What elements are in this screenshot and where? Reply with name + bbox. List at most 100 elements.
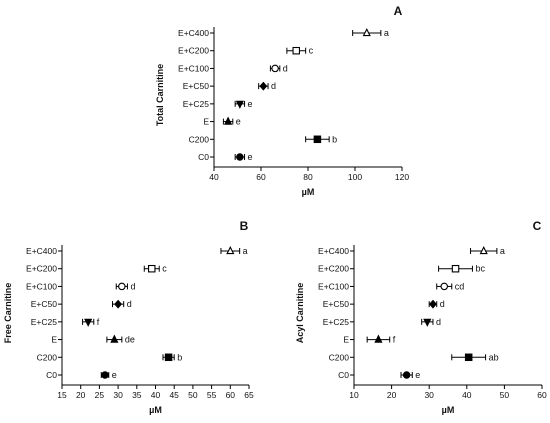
data-point-c-4: [423, 318, 432, 327]
x-tick-label-a-0: 40: [209, 172, 219, 182]
x-tick-label-c-2: 30: [424, 390, 434, 400]
x-tick-label-b-4: 35: [132, 390, 142, 400]
data-point-a-2: [271, 64, 279, 73]
category-label-a-6: C200: [189, 134, 210, 144]
data-point-b-3: [114, 299, 123, 309]
panel-letter-c: C: [533, 219, 542, 233]
significance-label-a-0: a: [384, 28, 389, 38]
x-tick-label-b-10: 65: [244, 390, 254, 400]
y-axis-title-b: Free Carnitine: [3, 283, 13, 344]
x-tick-label-c-3: 40: [462, 390, 472, 400]
data-point-a-1: [292, 46, 300, 55]
category-label-b-3: E+C50: [31, 299, 57, 309]
category-label-a-7: C0: [198, 152, 209, 162]
x-tick-label-a-2: 80: [303, 172, 313, 182]
data-point-b-7: [101, 371, 109, 379]
x-tick-label-a-4: 120: [395, 172, 409, 182]
category-label-c-0: E+C400: [318, 246, 349, 256]
category-label-a-3: E+C50: [183, 81, 209, 91]
significance-label-b-3: d: [127, 299, 132, 309]
data-point-c-7: [402, 371, 411, 379]
panel-letter-b: B: [240, 219, 249, 233]
category-label-c-4: E+C25: [323, 317, 349, 327]
x-tick-label-b-5: 40: [151, 390, 161, 400]
x-tick-label-b-8: 55: [207, 390, 217, 400]
significance-label-a-1: c: [309, 46, 314, 56]
data-point-c-0: [479, 245, 488, 255]
significance-label-b-7: e: [112, 370, 117, 380]
category-label-b-4: E+C25: [31, 317, 57, 327]
x-tick-label-c-4: 50: [500, 390, 510, 400]
significance-label-c-4: d: [436, 317, 441, 327]
panel-letter-a: A: [394, 4, 403, 18]
data-point-a-5: [224, 116, 233, 125]
data-point-b-5: [110, 334, 119, 343]
significance-label-a-2: d: [283, 63, 288, 73]
data-point-c-2: [440, 282, 448, 291]
x-tick-label-b-6: 45: [169, 390, 179, 400]
data-point-b-1: [148, 264, 156, 273]
panel-b: 15 20 25 30 35 40 45 50 55 60 65 µM Free Carnitine B E…: [3, 219, 254, 415]
category-label-c-5: E: [343, 335, 349, 345]
x-tick-label-b-1: 20: [76, 390, 86, 400]
x-tick-label-b-2: 25: [95, 390, 105, 400]
x-tick-label-b-9: 60: [226, 390, 236, 400]
data-point-a-3: [259, 81, 268, 91]
x-tick-label-c-0: 10: [349, 390, 359, 400]
category-label-b-7: C0: [46, 370, 57, 380]
significance-label-b-0: a: [243, 246, 248, 256]
category-label-b-5: E: [51, 335, 57, 345]
x-tick-label-b-3: 30: [113, 390, 123, 400]
category-label-a-0: E+C400: [178, 28, 209, 38]
significance-label-c-5: f: [393, 335, 396, 345]
category-label-c-1: E+C200: [318, 264, 349, 274]
category-label-a-4: E+C25: [183, 99, 209, 109]
significance-label-b-1: c: [162, 264, 167, 274]
significance-label-c-6: ab: [489, 352, 499, 362]
x-tick-label-b-7: 50: [188, 390, 198, 400]
x-tick-label-a-3: 100: [348, 172, 362, 182]
category-label-a-5: E: [203, 117, 209, 127]
category-label-b-1: E+C200: [26, 264, 57, 274]
category-label-b-6: C200: [37, 352, 58, 362]
significance-label-c-2: cd: [455, 281, 465, 291]
data-point-c-5: [374, 334, 383, 343]
category-label-c-6: C200: [329, 352, 350, 362]
significance-label-c-0: a: [500, 246, 505, 256]
data-point-c-1: [451, 264, 460, 273]
category-label-c-3: E+C50: [323, 299, 349, 309]
x-axis-title-b: µM: [149, 405, 162, 415]
significance-label-b-5: de: [125, 335, 135, 345]
data-point-b-4: [84, 318, 93, 327]
category-label-b-2: E+C100: [26, 281, 57, 291]
significance-label-a-5: e: [236, 117, 241, 127]
significance-label-b-4: f: [97, 317, 100, 327]
data-point-a-4: [235, 100, 244, 109]
y-axis-title-a: Total Carnitine: [155, 64, 165, 126]
data-point-a-6: [313, 135, 322, 144]
data-point-b-0: [226, 245, 235, 255]
x-tick-label-b-0: 15: [57, 390, 67, 400]
panel-c: 10 20 30 40 50 60 µM Acyl Carnitine C E+C400 a E+C2…: [295, 219, 547, 415]
category-label-a-1: E+C200: [178, 46, 209, 56]
significance-label-a-7: e: [248, 152, 253, 162]
y-axis-title-c: Acyl Carnitine: [295, 283, 305, 344]
category-label-a-2: E+C100: [178, 63, 209, 73]
x-tick-label-a-1: 60: [256, 172, 266, 182]
x-axis-title-a: µM: [302, 187, 315, 197]
significance-label-a-4: e: [248, 99, 253, 109]
data-point-b-2: [118, 282, 126, 291]
data-point-b-6: [164, 353, 173, 362]
category-label-c-2: E+C100: [318, 281, 349, 291]
category-label-b-0: E+C400: [26, 246, 57, 256]
data-point-c-6: [464, 353, 473, 362]
significance-label-a-3: d: [271, 81, 276, 91]
significance-label-a-6: b: [332, 134, 337, 144]
data-point-c-3: [429, 299, 437, 309]
significance-label-c-7: e: [415, 370, 420, 380]
panel-a: 40 60 80 100 120 µM Total Carnitine A E+C400 a E+C…: [155, 4, 409, 197]
significance-label-c-3: d: [440, 299, 445, 309]
category-label-c-7: C0: [338, 370, 349, 380]
significance-label-c-1: bc: [475, 264, 485, 274]
